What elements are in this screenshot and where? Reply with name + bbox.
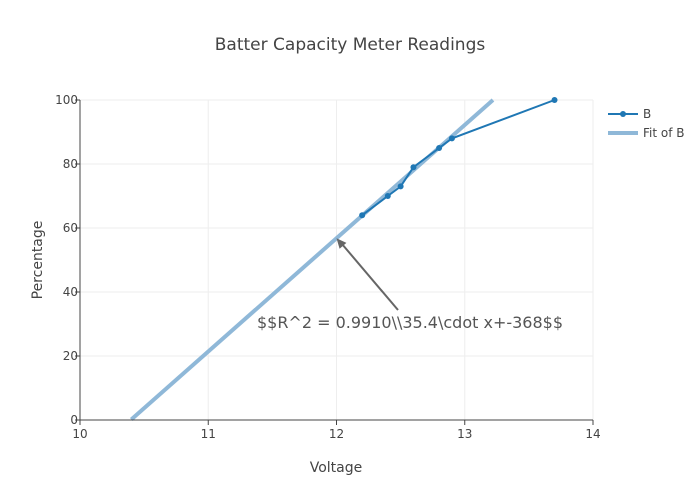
- legend-item-fit-of-b[interactable]: Fit of B: [608, 126, 685, 140]
- annotation-layer: $$R^2 = 0.9910\\35.4\cdot x+-368$$: [257, 238, 563, 332]
- y-tick-label: 100: [55, 93, 78, 107]
- y-tick-label: 60: [63, 221, 78, 235]
- series-b-point: [551, 97, 558, 103]
- legend: B Fit of B: [608, 107, 685, 140]
- legend-marker-b: [620, 111, 626, 117]
- legend-label-fit-of-b: Fit of B: [643, 126, 685, 140]
- y-tick-label: 40: [63, 285, 78, 299]
- y-tick-label: 20: [63, 349, 78, 363]
- series-b-point: [410, 164, 417, 171]
- series-b-point: [397, 183, 404, 190]
- grid: [80, 99, 594, 420]
- series-b-point: [359, 212, 366, 219]
- x-tick-label: 11: [201, 427, 216, 441]
- legend-label-b: B: [643, 107, 651, 121]
- y-tick-label: 80: [63, 157, 78, 171]
- series-b-point: [384, 193, 391, 199]
- series-layer: [359, 97, 558, 219]
- y-tick-label: 0: [70, 413, 78, 427]
- series-b-point: [448, 135, 455, 142]
- annotation-text: $$R^2 = 0.9910\\35.4\cdot x+-368$$: [257, 313, 563, 332]
- x-axis-title: Voltage: [310, 460, 363, 476]
- x-tick-label: 10: [72, 427, 87, 441]
- ticks: 10 11 12 13 14 0 20 40 60 80 100: [55, 93, 601, 441]
- chart-title: Batter Capacity Meter Readings: [215, 35, 486, 55]
- x-tick-label: 13: [457, 427, 472, 441]
- annotation-arrow-line: [339, 241, 399, 311]
- series-b-point: [436, 145, 443, 151]
- x-tick-label: 12: [329, 427, 344, 441]
- annotation-arrowhead: [336, 238, 347, 249]
- legend-item-b[interactable]: B: [608, 107, 651, 121]
- series-b-line: [361, 99, 555, 217]
- y-axis-title: Percentage: [30, 221, 46, 300]
- x-tick-label: 14: [585, 427, 600, 441]
